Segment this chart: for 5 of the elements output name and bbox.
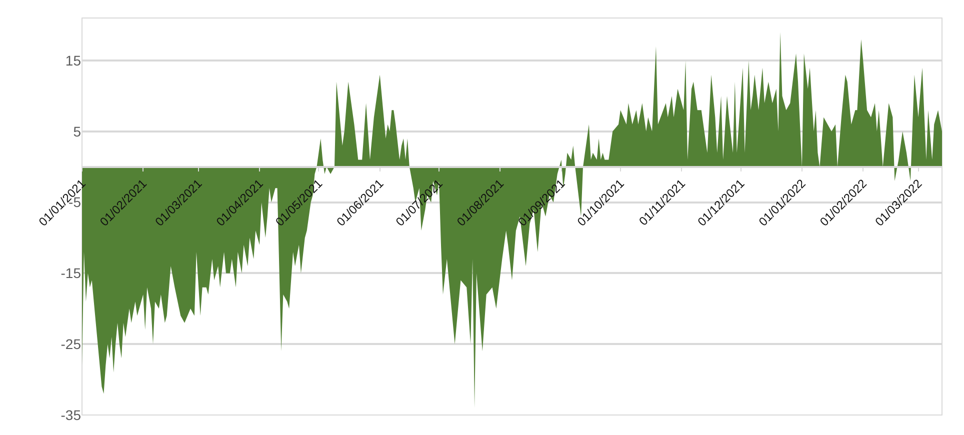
y-tick-label: -35: [60, 406, 82, 423]
y-tick-label: -15: [60, 265, 82, 282]
y-tick-label: -25: [60, 336, 82, 352]
y-tick-label: 15: [65, 52, 82, 68]
y-tick-label: 5: [73, 123, 82, 140]
